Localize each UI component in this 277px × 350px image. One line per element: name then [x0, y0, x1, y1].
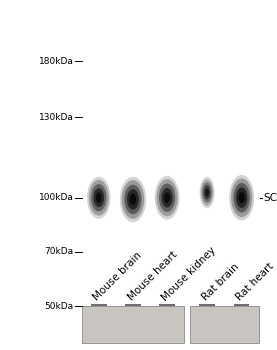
- Ellipse shape: [236, 188, 247, 208]
- Ellipse shape: [234, 183, 250, 212]
- Text: 100kDa: 100kDa: [39, 193, 73, 202]
- Ellipse shape: [124, 185, 142, 214]
- Ellipse shape: [204, 186, 211, 199]
- Ellipse shape: [199, 177, 215, 208]
- Ellipse shape: [127, 189, 139, 210]
- Ellipse shape: [96, 193, 102, 203]
- Ellipse shape: [159, 183, 175, 212]
- Ellipse shape: [164, 192, 170, 203]
- Ellipse shape: [91, 184, 106, 211]
- Ellipse shape: [122, 180, 144, 219]
- Bar: [190, 306, 259, 343]
- Ellipse shape: [155, 176, 179, 220]
- Text: Mouse kidney: Mouse kidney: [160, 245, 218, 303]
- Ellipse shape: [201, 179, 214, 206]
- Ellipse shape: [130, 194, 136, 205]
- Ellipse shape: [238, 192, 245, 203]
- Text: 180kDa: 180kDa: [39, 57, 73, 66]
- Text: Mouse brain: Mouse brain: [92, 250, 144, 303]
- Ellipse shape: [94, 188, 104, 207]
- Ellipse shape: [120, 177, 146, 222]
- Ellipse shape: [205, 189, 209, 196]
- Ellipse shape: [231, 178, 252, 217]
- Text: Rat heart: Rat heart: [235, 261, 276, 303]
- Ellipse shape: [89, 180, 109, 216]
- Ellipse shape: [229, 175, 254, 220]
- Text: Rat brain: Rat brain: [200, 262, 241, 303]
- Text: Mouse heart: Mouse heart: [126, 250, 179, 303]
- Ellipse shape: [161, 188, 173, 208]
- Ellipse shape: [87, 177, 111, 219]
- Bar: [82, 306, 184, 343]
- Text: 50kDa: 50kDa: [44, 302, 73, 311]
- Ellipse shape: [202, 182, 212, 203]
- Ellipse shape: [157, 179, 178, 216]
- Text: 70kDa: 70kDa: [44, 247, 73, 257]
- Text: SCYL2: SCYL2: [263, 193, 277, 203]
- Text: 130kDa: 130kDa: [39, 113, 73, 122]
